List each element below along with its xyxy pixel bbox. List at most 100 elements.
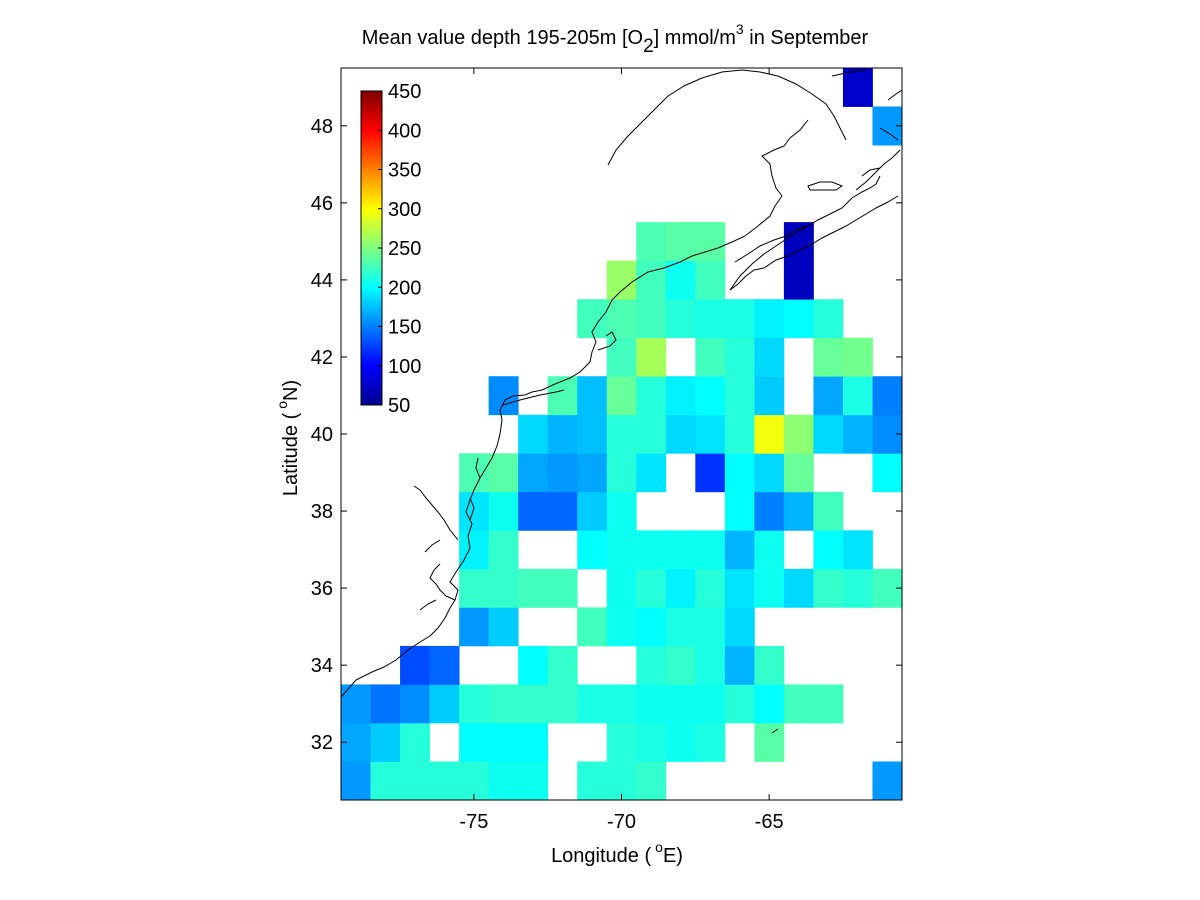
st-lawrence-coast [607,69,867,166]
data-cell [842,68,873,107]
data-cell [636,222,667,262]
data-cell [665,222,696,262]
data-cell [547,568,578,608]
data-cell [459,684,490,724]
data-cell [636,568,667,608]
data-cell [547,684,578,724]
x-axis-label: Longitude (oE) [551,839,683,867]
data-cell [459,568,490,608]
colorbar-tick-label: 50 [388,395,410,417]
x-tick-label: -65 [755,811,784,833]
pamlico-sound [419,563,456,611]
data-cell [813,684,844,724]
data-cell [783,414,814,454]
data-cell [754,645,785,685]
data-cell [636,299,667,339]
colorbar-tick-label: 200 [388,277,421,299]
colorbar-ticks: 50 100 150 200 250 300 350 400 450 [378,81,421,417]
chart-title: Mean value depth 195-205m [O2] mmol/m3 i… [362,21,869,57]
colorbar-tick-label: 400 [388,120,421,142]
data-cell [665,684,696,724]
data-cell [695,260,726,300]
data-cell [577,761,608,800]
data-cell [695,337,726,377]
colorbar-tick-label: 300 [388,199,421,221]
data-cell [518,491,549,531]
data-cell [754,684,785,724]
colorbar-tick-label: 450 [388,81,421,103]
cape-breton [855,149,901,191]
data-cell [606,491,637,531]
data-cell [429,684,460,724]
data-cell [636,260,667,300]
data-cell [842,337,873,377]
data-cell [547,491,578,531]
data-cell [518,568,549,608]
data-cell [695,299,726,339]
data-cell [724,453,755,493]
data-cell [518,453,549,493]
data-cell [518,414,549,454]
y-tick-label: 42 [311,347,333,369]
data-cell [872,376,902,416]
data-cell [606,337,637,377]
data-cell [754,491,785,531]
data-cell [547,453,578,493]
data-cell [606,453,637,493]
data-cell [754,453,785,493]
bay-of-fundy [734,119,809,263]
colorbar-tick-label: 250 [388,238,421,260]
data-cell [842,530,873,570]
y-tick-label: 48 [311,116,333,138]
newfoundland-coast [879,89,902,141]
data-cell [577,684,608,724]
data-cell [665,645,696,685]
data-cell [400,722,430,762]
long-island [502,389,565,406]
data-cell [429,645,460,685]
data-cell [488,722,519,762]
data-cell [636,414,667,454]
data-cell [547,376,578,416]
data-cell [724,491,755,531]
coastline [341,69,902,734]
data-cell [842,414,873,454]
data-cell [872,453,902,493]
data-cell [606,414,637,454]
data-cell [783,260,814,300]
data-cell [665,530,696,570]
data-cell [518,722,549,762]
data-cell [488,491,519,531]
data-cell [488,607,519,647]
data-cell [459,722,490,762]
data-cell [783,299,814,339]
data-cell [606,722,637,762]
data-cell [400,645,430,685]
data-cell [606,530,637,570]
data-cell [577,491,608,531]
y-axis-label: Latitude (oN) [274,380,302,496]
data-cell [724,568,755,608]
data-cell [783,491,814,531]
y-tick-label: 36 [311,578,333,600]
data-cell [813,530,844,570]
data-cell [842,568,873,608]
data-cell [665,260,696,300]
data-cell [783,568,814,608]
data-cell [813,376,844,416]
data-cell [813,337,844,377]
data-cell [636,645,667,685]
data-cell [547,645,578,685]
data-cell [724,684,755,724]
data-cell [695,607,726,647]
data-cell [370,722,401,762]
data-cell [459,453,490,493]
data-cell [754,722,785,762]
x-tick-label: -70 [607,811,636,833]
data-cell [400,761,430,800]
x-axis: -75 -70 -65 [459,68,784,833]
data-cell [783,222,814,262]
data-cell [370,761,401,800]
data-cell [754,376,785,416]
